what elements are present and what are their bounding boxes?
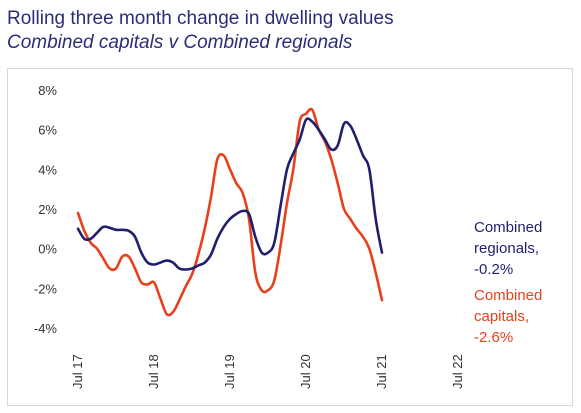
- series-line-capitals: [76, 107, 384, 317]
- x-tick-label: Jul 17: [70, 354, 85, 389]
- series-label-regionals: regionals,: [474, 240, 539, 257]
- x-tick-label: Jul 19: [222, 354, 237, 389]
- series-lines: [76, 107, 384, 317]
- x-axis-ticks: Jul 17 Jul 18 Jul 19 Jul 20 Jul 21 Jul 22: [70, 354, 465, 389]
- y-tick-label: 4%: [38, 162, 57, 177]
- y-tick-label: 2%: [38, 202, 57, 217]
- series-line-regionals: [76, 117, 384, 271]
- y-tick-label: 0%: [38, 242, 57, 257]
- x-tick-label: Jul 21: [374, 354, 389, 389]
- chart-title: Rolling three month change in dwelling v…: [7, 8, 394, 29]
- x-tick-label: Jul 22: [450, 354, 465, 389]
- x-tick-label: Jul 20: [298, 354, 313, 389]
- y-tick-label: -2%: [34, 281, 58, 296]
- y-tick-label: -4%: [34, 321, 58, 336]
- chart-header: Rolling three month change in dwelling v…: [7, 6, 394, 55]
- series-label-capitals: Combined: [474, 287, 542, 304]
- series-label-capitals: capitals,: [474, 308, 529, 325]
- y-axis-ticks: 8% 6% 4% 2% 0% -2% -4%: [34, 83, 58, 336]
- series-end-value-regionals: -0.2%: [474, 261, 513, 278]
- chart-subtitle: Combined capitals v Combined regionals: [7, 32, 353, 53]
- series-end-labels: Combined regionals, -0.2% Combined capitals,…: [474, 219, 542, 346]
- chart-panel: [7, 68, 573, 406]
- x-tick-label: Jul 18: [146, 354, 161, 389]
- y-tick-label: 6%: [38, 123, 57, 138]
- series-label-regionals: Combined: [474, 219, 542, 236]
- y-tick-label: 8%: [38, 83, 57, 98]
- series-end-value-capitals: -2.6%: [474, 329, 513, 346]
